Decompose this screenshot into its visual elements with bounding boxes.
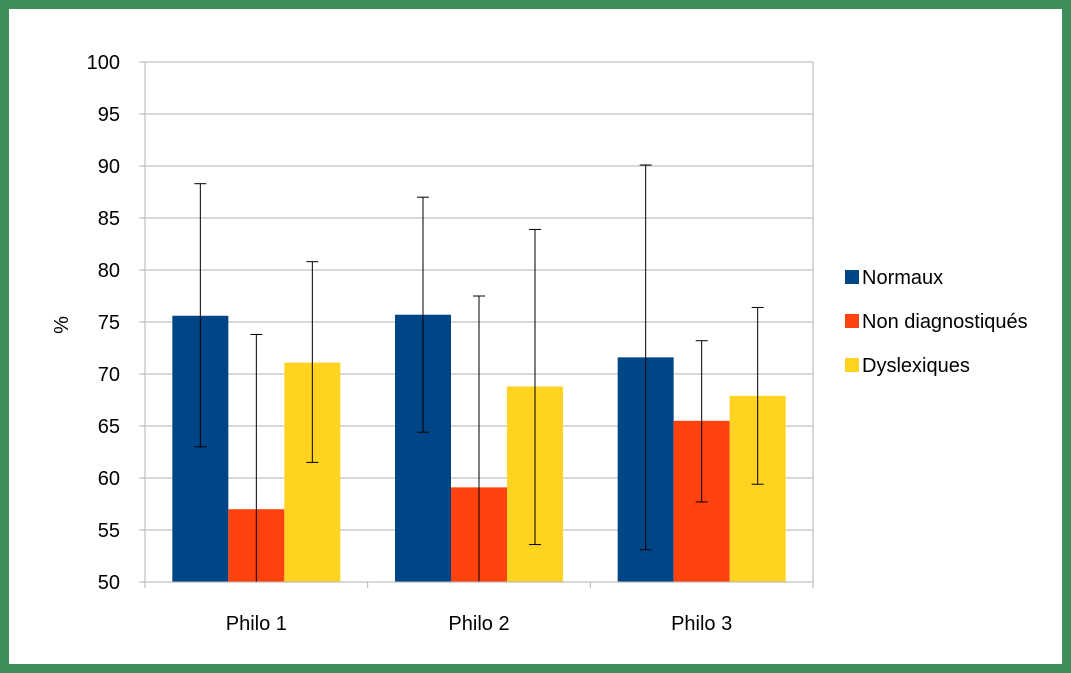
y-tick-label: 75 [98, 312, 120, 334]
x-category-label: Philo 3 [671, 613, 732, 635]
y-tick-label: 90 [98, 156, 120, 178]
y-tick-labels: 50 55 60 65 70 75 80 85 90 95 100 [87, 52, 120, 594]
error-bars [194, 164, 764, 582]
y-tick-label: 70 [98, 364, 120, 386]
legend-swatch [845, 358, 859, 372]
y-tick-label: 95 [98, 104, 120, 126]
y-tick-label: 100 [87, 52, 120, 74]
legend-swatch [845, 314, 859, 328]
legend-label: Non diagnostiqués [862, 311, 1028, 333]
legend-label: Dyslexiques [862, 355, 970, 377]
legend-label: Normaux [862, 267, 943, 289]
x-category-label: Philo 2 [448, 613, 509, 635]
y-tick-label: 65 [98, 416, 120, 438]
axes [144, 62, 814, 588]
x-category-labels: Philo 1 Philo 2 Philo 3 [226, 613, 732, 635]
y-axis-label: % [51, 316, 73, 334]
y-tick-label: 80 [98, 260, 120, 282]
y-tick-label: 50 [98, 572, 120, 594]
legend: Normaux Non diagnostiqués Dyslexiques [845, 267, 1028, 377]
y-tick-label: 55 [98, 520, 120, 542]
y-tick-label: 60 [98, 468, 120, 490]
legend-swatch [845, 270, 859, 284]
y-tick-label: 85 [98, 208, 120, 230]
x-category-label: Philo 1 [226, 613, 287, 635]
